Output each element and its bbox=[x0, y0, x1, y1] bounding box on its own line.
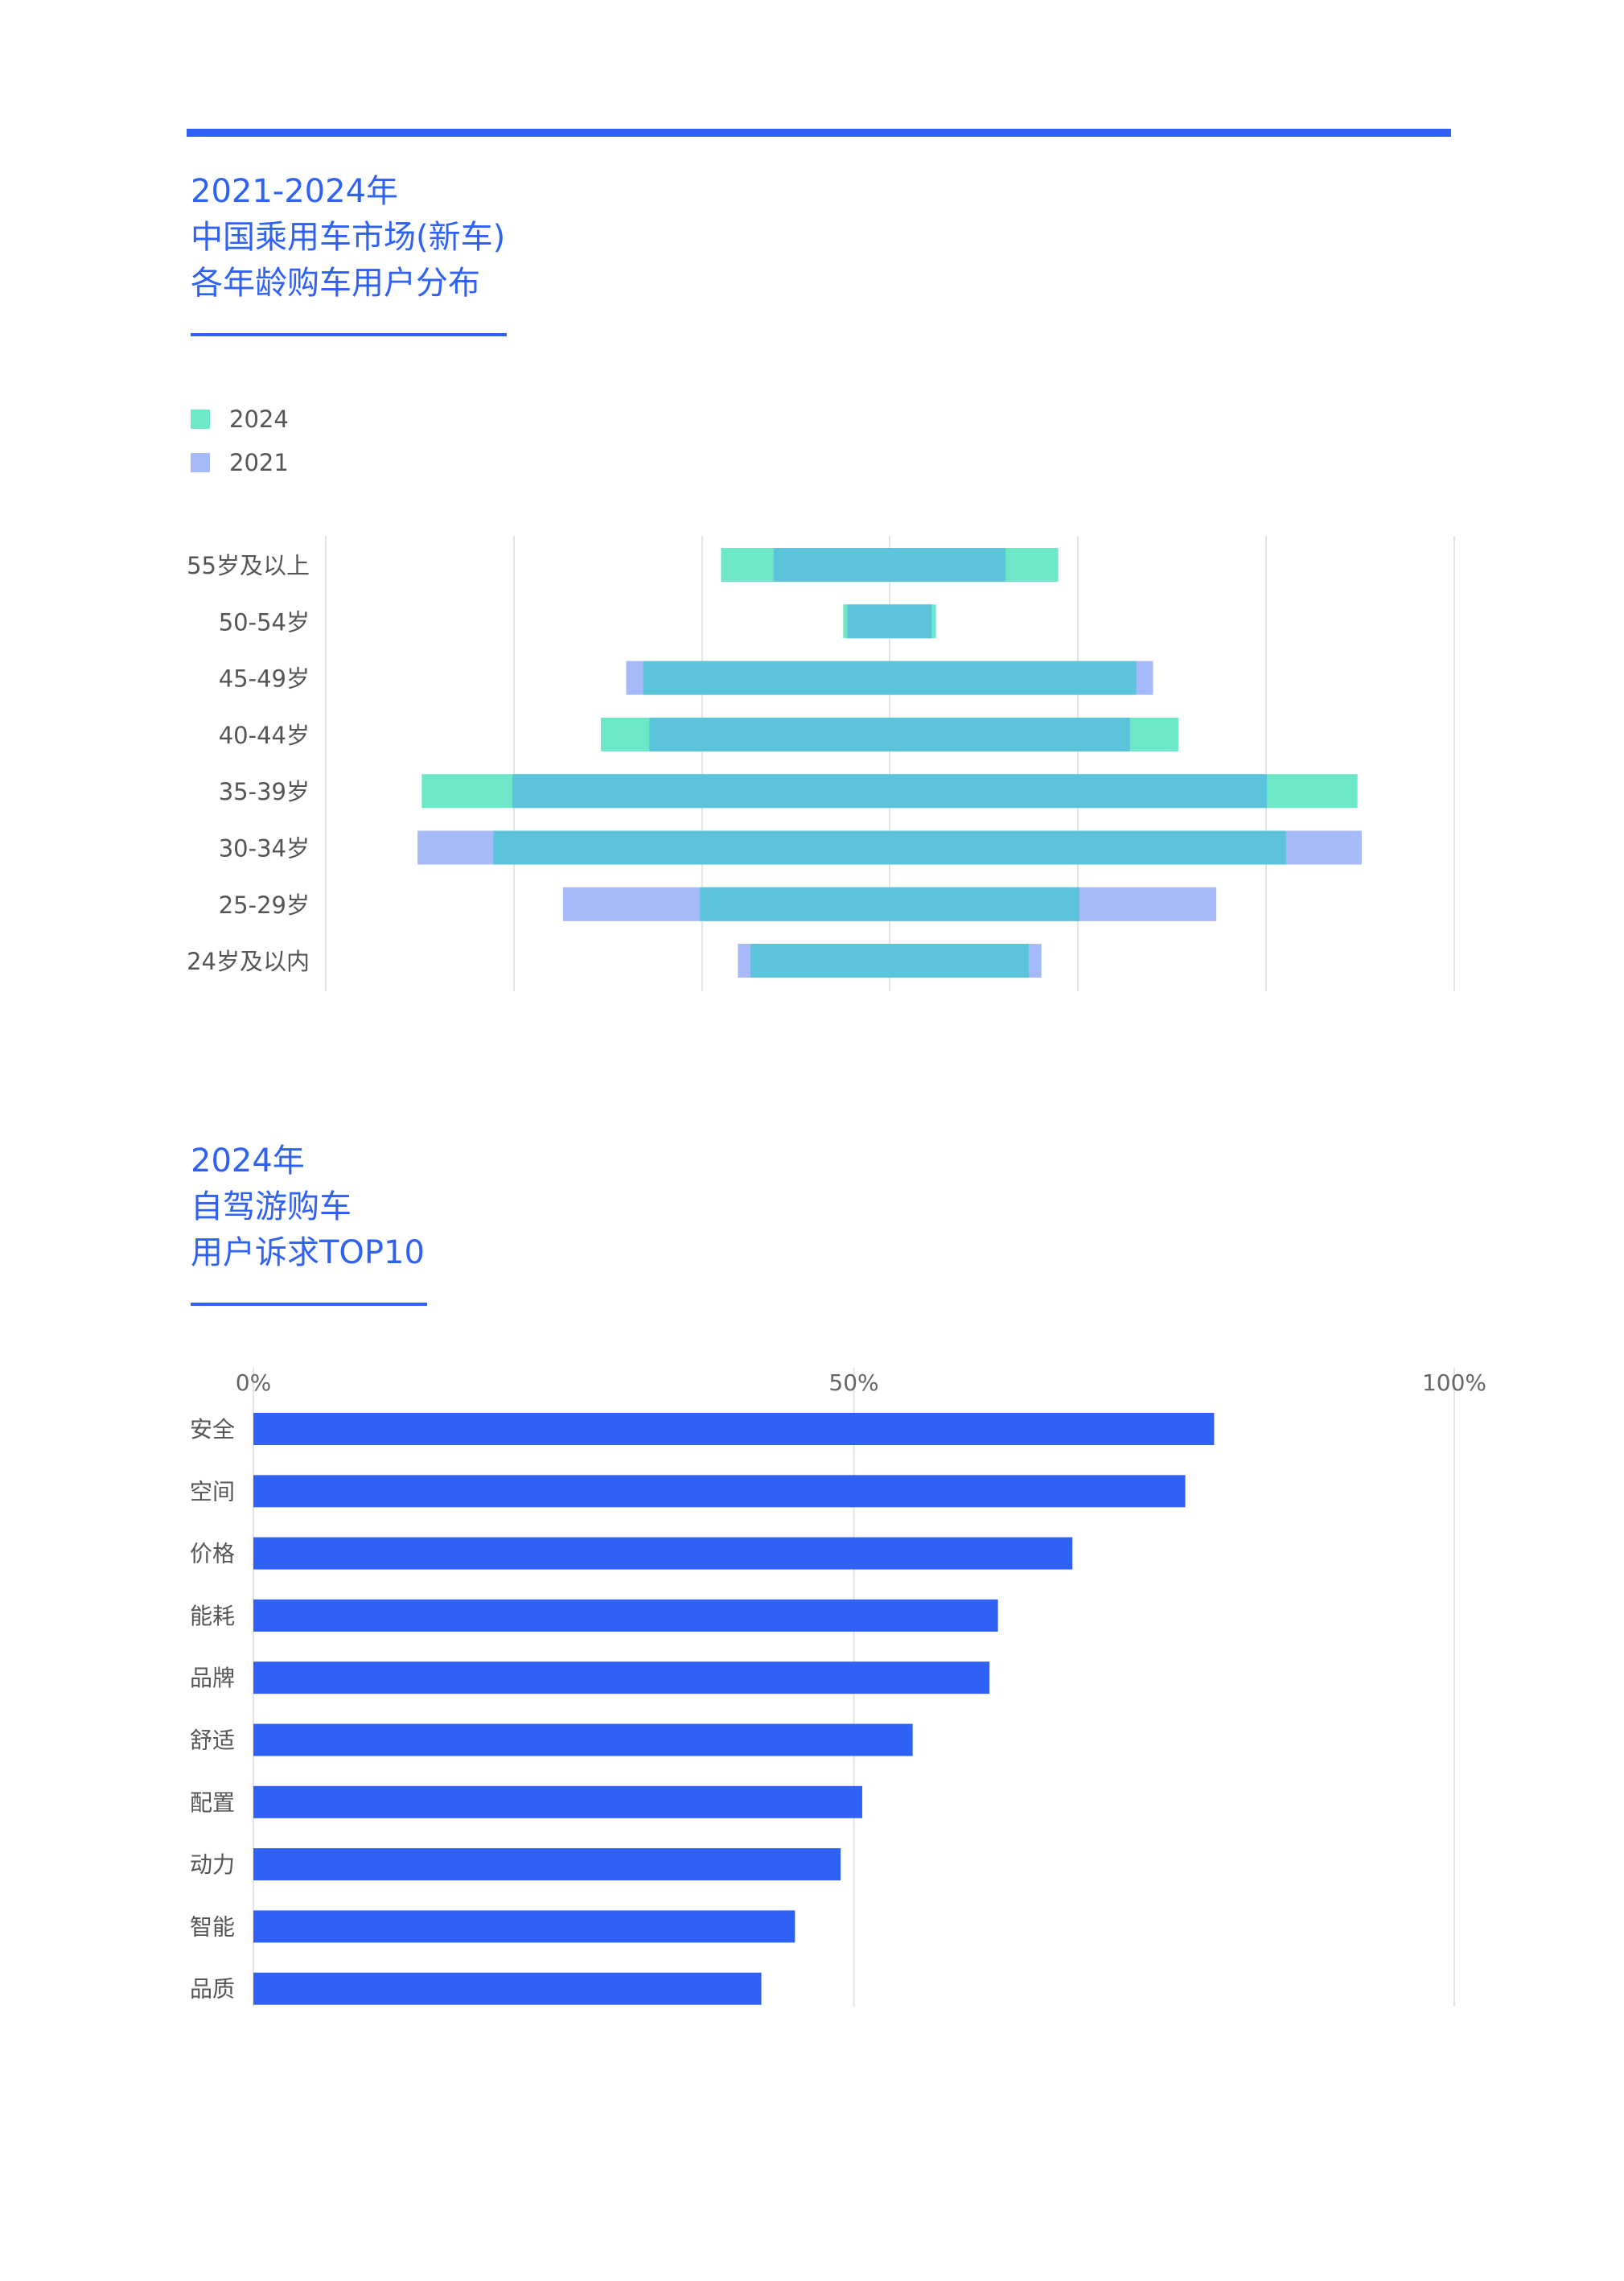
chart1-legend: 2024 2021 bbox=[191, 397, 289, 484]
chart2-title: 2024年 自驾游购车 用户诉求TOP10 bbox=[191, 1138, 425, 1276]
chart2-category-label: 空间 bbox=[190, 1478, 235, 1505]
chart2-bar bbox=[253, 1413, 1215, 1445]
chart2-category-label: 能耗 bbox=[190, 1603, 235, 1629]
chart2-tick-label: 100% bbox=[1422, 1369, 1486, 1396]
legend-label-2024: 2024 bbox=[229, 406, 289, 433]
chart1-title-line-3: 各年龄购车用户分布 bbox=[191, 265, 480, 302]
chart1-category-label: 55岁及以上 bbox=[187, 552, 310, 579]
chart2-category-label: 价格 bbox=[190, 1541, 235, 1567]
chart2-bar bbox=[253, 1723, 913, 1756]
chart2-category-label: 品质 bbox=[190, 1976, 235, 2003]
chart1-category-label: 35-39岁 bbox=[219, 778, 310, 805]
bar-overlap bbox=[512, 774, 1267, 809]
chart1-title: 2021-2024年 中国乘用车市场(新车) 各年龄购车用户分布 bbox=[191, 169, 505, 307]
chart2-bar bbox=[253, 1599, 998, 1632]
chart2-title-underline bbox=[191, 1303, 427, 1306]
chart2-title-line-1: 2024年 bbox=[191, 1143, 305, 1180]
chart1-category-label: 30-34岁 bbox=[219, 835, 310, 863]
bar-overlap bbox=[643, 661, 1137, 695]
chart2-bar bbox=[253, 1848, 841, 1881]
chart1-title-line-1: 2021-2024年 bbox=[191, 173, 399, 210]
chart1-title-line-2: 中国乘用车市场(新车) bbox=[191, 219, 506, 256]
bar-overlap bbox=[700, 887, 1079, 921]
chart2-category-label: 舒适 bbox=[190, 1727, 235, 1754]
chart2-bar bbox=[253, 1537, 1073, 1570]
bar-overlap bbox=[750, 944, 1029, 978]
chart2-tick-label: 0% bbox=[236, 1369, 271, 1396]
chart1-category-label: 50-54岁 bbox=[219, 608, 310, 636]
chart1-title-underline bbox=[191, 333, 507, 336]
chart2-bar bbox=[253, 1785, 862, 1818]
chart2-category-label: 品牌 bbox=[190, 1665, 235, 1691]
legend-swatch-2024 bbox=[191, 410, 210, 429]
chart1-category-label: 25-29岁 bbox=[219, 891, 310, 919]
chart2-category-label: 配置 bbox=[190, 1789, 235, 1816]
chart2-bar bbox=[253, 1475, 1186, 1508]
chart1-category-label: 45-49岁 bbox=[219, 665, 310, 693]
legend-label-2021: 2021 bbox=[229, 449, 289, 476]
chart1-category-label: 24岁及以内 bbox=[187, 948, 310, 975]
age-distribution-chart: 55岁及以上 50-54岁 45-49岁 40-44岁 35-39岁 30-34岁 25-2… bbox=[187, 536, 1455, 991]
bar-overlap bbox=[773, 548, 1006, 582]
chart2-bar bbox=[253, 1972, 762, 2005]
bar-overlap bbox=[649, 717, 1130, 751]
legend-swatch-2021 bbox=[191, 453, 210, 472]
top-accent-rule bbox=[187, 129, 1451, 137]
legend-item-2024: 2024 bbox=[191, 397, 289, 441]
chart2-category-label: 安全 bbox=[190, 1416, 235, 1443]
chart2-bar bbox=[253, 1910, 796, 1943]
chart2-title-line-2: 自驾游购车 bbox=[191, 1188, 352, 1225]
legend-item-2021: 2021 bbox=[191, 441, 289, 484]
chart2-bar bbox=[253, 1661, 990, 1694]
chart2-tick-label: 50% bbox=[828, 1369, 878, 1396]
chart2-category-label: 智能 bbox=[190, 1913, 235, 1940]
chart2-category-label: 动力 bbox=[190, 1851, 235, 1878]
bar-overlap bbox=[493, 830, 1286, 865]
bar-overlap bbox=[847, 604, 932, 639]
chart2-title-line-3: 用户诉求TOP10 bbox=[191, 1234, 425, 1271]
chart1-category-label: 40-44岁 bbox=[219, 722, 310, 749]
